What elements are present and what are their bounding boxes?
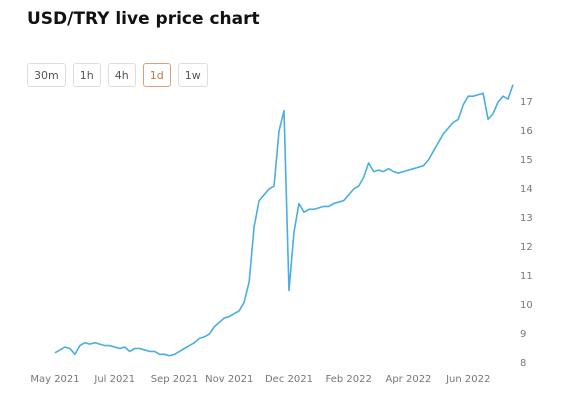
y-tick-label: 13	[520, 213, 533, 224]
y-tick-label: 12	[520, 242, 533, 253]
x-tick-label: Feb 2022	[326, 374, 372, 385]
timeframe-button[interactable]: 1w	[177, 63, 208, 87]
timeframe-button[interactable]: 1d	[142, 63, 171, 87]
x-tick-label: Dec 2021	[265, 374, 313, 385]
timeframe-button[interactable]: 1h	[72, 63, 101, 87]
x-tick-label: Apr 2022	[385, 374, 431, 385]
x-tick-label: Nov 2021	[205, 374, 253, 385]
x-tick-label: Jul 2021	[93, 374, 135, 385]
y-tick-label: 14	[520, 184, 533, 195]
y-tick-label: 15	[520, 155, 533, 166]
timeframe-button[interactable]: 4h	[107, 63, 136, 87]
x-tick-label: May 2021	[30, 374, 79, 385]
y-tick-label: 10	[520, 300, 533, 311]
timeframe-button[interactable]: 30m	[27, 63, 66, 87]
x-tick-label: Jun 2022	[445, 374, 490, 385]
y-tick-label: 9	[520, 329, 526, 340]
y-tick-label: 16	[520, 126, 533, 137]
x-tick-label: Sep 2021	[151, 374, 198, 385]
price-line	[54, 84, 514, 357]
y-tick-label: 17	[520, 97, 533, 108]
y-tick-label: 11	[520, 271, 533, 282]
y-tick-label: 8	[520, 358, 526, 369]
page-title: USD/TRY live price chart	[27, 9, 260, 29]
timeframe-bar: 30m 1h 4h 1d 1w	[27, 63, 208, 87]
